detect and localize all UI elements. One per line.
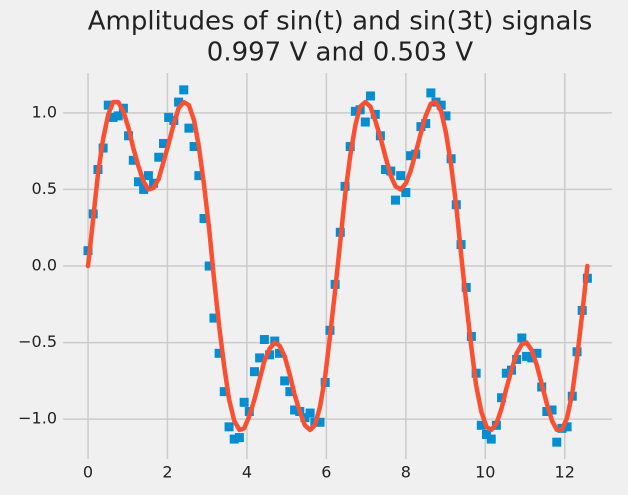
- chart-subtitle: 0.997 V and 0.503 V: [207, 38, 474, 68]
- y-tick-label: −0.5: [18, 332, 57, 351]
- data-point: [552, 437, 562, 447]
- data-point: [214, 348, 224, 358]
- data-point: [360, 117, 370, 127]
- data-point: [532, 348, 542, 358]
- data-point: [406, 151, 416, 161]
- data-point: [315, 417, 325, 427]
- data-point: [174, 97, 184, 107]
- data-point: [239, 397, 249, 407]
- data-point: [143, 171, 153, 181]
- data-point: [164, 112, 174, 122]
- data-point: [209, 313, 219, 323]
- data-point: [139, 184, 149, 194]
- data-point: [204, 261, 214, 271]
- data-point: [300, 413, 310, 423]
- data-point: [229, 434, 239, 444]
- data-point: [390, 195, 400, 205]
- chart-title: Amplitudes of sin(t) and sin(3t) signals: [88, 7, 593, 37]
- data-point: [365, 91, 375, 101]
- y-tick-label: 0.0: [32, 256, 57, 275]
- data-point: [441, 111, 451, 121]
- x-tick-label: 4: [242, 463, 252, 482]
- data-point: [259, 335, 269, 345]
- data-point: [179, 85, 189, 95]
- data-point: [234, 433, 244, 443]
- data-point: [350, 106, 360, 116]
- fit-line: [85, 99, 590, 433]
- x-tick-label: 8: [401, 463, 411, 482]
- data-point: [184, 123, 194, 133]
- x-tick-label: 2: [162, 463, 172, 482]
- y-tick-label: 1.0: [32, 102, 57, 121]
- x-tick-label: 12: [555, 463, 575, 482]
- data-point: [396, 171, 406, 181]
- data-point: [285, 387, 295, 397]
- x-tick-label: 10: [475, 463, 495, 482]
- data-point: [108, 112, 118, 122]
- data-point: [481, 429, 491, 439]
- data-point: [128, 155, 138, 165]
- data-point: [113, 111, 123, 121]
- data-point: [486, 434, 496, 444]
- data-point: [133, 177, 143, 187]
- data-point: [249, 367, 259, 377]
- data-point: [547, 405, 557, 415]
- data-point: [381, 165, 391, 174]
- data-point: [103, 100, 113, 110]
- y-tick-label: −1.0: [18, 409, 57, 428]
- data-point: [275, 348, 285, 358]
- y-tick-label: 0.5: [32, 179, 57, 198]
- data-point: [194, 171, 204, 181]
- data-point: [290, 405, 300, 415]
- data-point: [305, 408, 315, 418]
- data-point: [219, 387, 229, 397]
- data-point: [476, 420, 486, 430]
- data-point: [497, 393, 507, 403]
- data-point: [527, 353, 537, 363]
- data-point: [426, 88, 436, 98]
- data-point: [562, 422, 572, 432]
- data-point: [501, 368, 511, 378]
- data-point: [265, 350, 275, 360]
- data-point: [255, 353, 265, 363]
- x-tick-label: 6: [321, 463, 331, 482]
- data-point: [522, 351, 532, 361]
- data-point: [189, 142, 199, 152]
- x-tick-label: 0: [83, 463, 93, 482]
- data-point: [436, 100, 446, 110]
- data-point: [154, 152, 164, 162]
- data-point: [224, 422, 234, 432]
- data-point: [199, 214, 209, 224]
- data-point: [159, 138, 169, 148]
- data-point: [280, 376, 290, 386]
- data-point: [517, 333, 527, 343]
- data-point: [401, 187, 411, 197]
